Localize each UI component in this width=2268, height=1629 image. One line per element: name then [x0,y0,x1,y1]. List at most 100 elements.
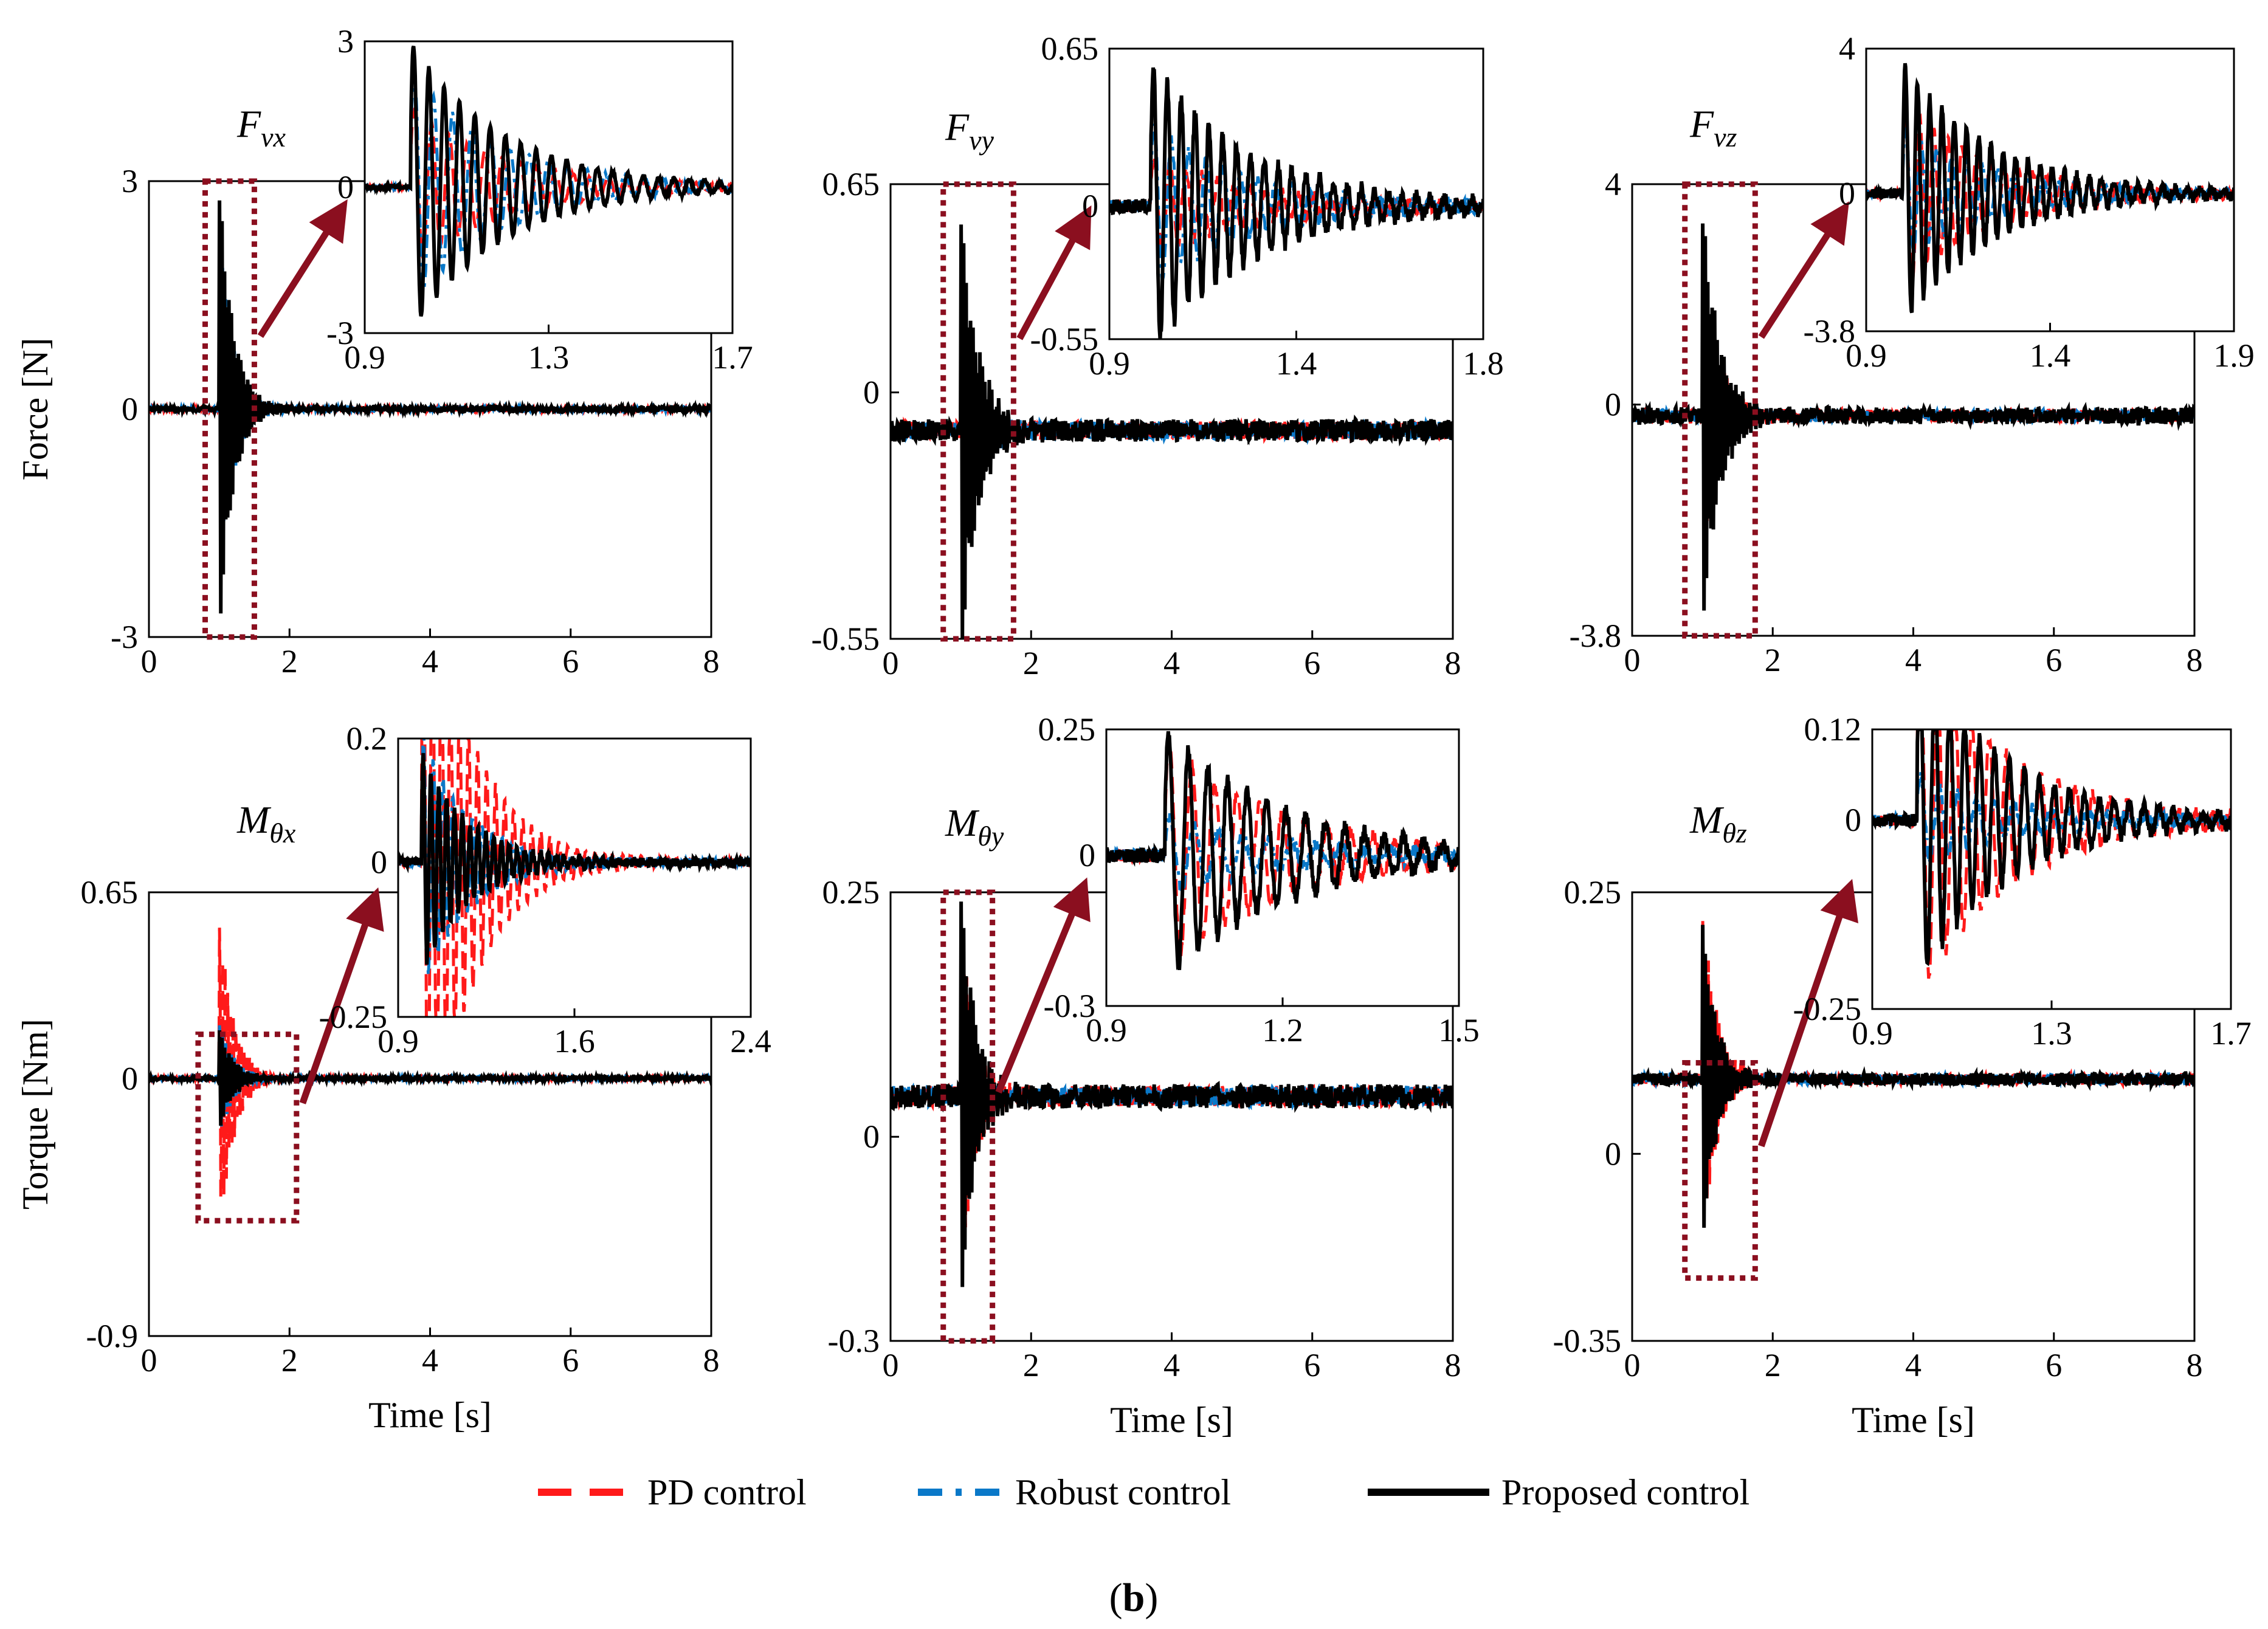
panel5-inset-ytick-label: 0 [1079,837,1095,873]
panel1-main-ytick-label: 0 [122,391,138,427]
panel4-inset-xtick-label: 2.4 [730,1023,771,1059]
panel5-main-xtick-label: 0 [883,1347,899,1383]
panel4-main-ytick-label: 0 [122,1061,138,1097]
panel4-inset: 0.9 1.6 2.4 -0.25 0 0.2 [319,720,771,1059]
panel4-xlabel: Time [s] [368,1395,492,1435]
panel5-zoom-arrow [995,877,1091,1094]
panel4-inset-xtick-label: 0.9 [377,1023,419,1059]
panel5-main-xtick-label: 6 [1304,1347,1320,1383]
panel5-title: Mθy [945,801,1004,852]
panel1-zoom-box [202,178,257,640]
panel4-inset-ytick-label: 0.2 [346,720,388,757]
panel4-inset-ytick-label: -0.25 [319,999,387,1035]
panel5-main-xtick-label: 8 [1445,1347,1461,1383]
panel3-inset-ytick-label: 0 [1839,175,1855,212]
panel5-main-xtick-label: 2 [1023,1347,1039,1383]
panel1-inset-ytick-label: 0 [337,169,354,205]
panel6-main-xtick-label: 4 [1905,1347,1922,1383]
panel3-main-series-proposed [1632,223,2194,611]
panel4-main-xtick-label: 2 [281,1342,298,1379]
panel6-xlabel: Time [s] [1852,1400,1975,1440]
panel6-inset-xtick-label: 1.7 [2210,1015,2252,1052]
panel3-main-xtick-label: 8 [2187,642,2203,678]
panel3-main-xtick-label: 2 [1765,642,1781,678]
panel1-inset: 0.9 1.3 1.7 -3 0 3 [326,23,753,376]
panel1-main-xtick-label: 4 [422,643,438,680]
panel5-inset-ytick-label: -0.3 [1044,988,1095,1024]
panel6-main-xtick-label: 0 [1624,1347,1641,1383]
panel3-inset-ytick-label: 4 [1839,30,1855,67]
panel1-inset-series-proposed [365,46,732,317]
panel2-main-ytick-label: 0 [863,374,880,411]
panel1-inset-xtick-label: 1.7 [712,339,753,376]
panel5-main-series-proposed [891,901,1453,1287]
chart-panel-5: 0 2 4 6 8-0.300.250.9 1.2 1.5-0.300.25MθyTime … [822,711,1480,1440]
panel2-main-ytick-label: -0.55 [812,621,880,657]
panel4-inset-series-proposed [398,753,751,965]
panel2-title: Fvy [945,105,994,156]
panel2-main-xtick-label: 6 [1304,645,1320,681]
panel2-main-xtick-label: 0 [883,645,899,681]
panel5-inset-series-proposed [1106,731,1459,971]
panel1-inset-xtick-label: 1.3 [528,339,570,376]
legend-label-pd: PD control [647,1472,807,1512]
panel6-inset-ytick-label: 0 [1845,802,1861,838]
panel5-main-ytick-label: 0 [863,1118,880,1155]
panel2-inset-ytick-label: -0.55 [1030,321,1098,357]
panel5-inset-xtick-label: 1.5 [1438,1012,1480,1049]
legend: PD control Robust control Proposed contr… [538,1472,1749,1512]
panel2-inset-ytick-label: 0 [1082,188,1098,224]
panel1-zoom-arrow [257,199,348,338]
panel5-inset-xtick-label: 1.2 [1262,1012,1303,1049]
panel5-inset-xtick-label: 0.9 [1086,1012,1127,1049]
panel3-title: Fvz [1689,102,1737,153]
panel6-inset: 0.9 1.3 1.7 -0.25 0 0.12 [1793,711,2252,1052]
panel1-ylabel: Force [N] [15,338,55,481]
panel3-main-xtick-label: 4 [1905,642,1922,678]
panel2-inset-xtick-label: 0.9 [1089,345,1130,382]
panel3-inset: 0.9 1.4 1.9 -3.8 0 4 [1804,30,2255,374]
panel1-inset-ytick-label: 3 [337,23,354,60]
panel3-inset-xtick-label: 1.9 [2213,337,2255,374]
panel4-ylabel: Torque [Nm] [15,1019,55,1210]
panel6-zoom-arrow [1758,878,1859,1148]
panel2-zoom-arrow [1016,205,1092,340]
panel5-main-ytick-label: 0.25 [822,874,880,911]
panel6-main-xtick-label: 8 [2187,1347,2203,1383]
panel6-inset-ytick-label: 0.12 [1804,711,1862,748]
panel6-inset-series-proposed [1872,729,2231,966]
panel4-main-series-proposed [149,1030,711,1126]
panel3-inset-ytick-label: -3.8 [1804,313,1855,350]
panel2-inset-xtick-label: 1.8 [1463,345,1504,382]
panel2-main-xtick-label: 8 [1445,645,1461,681]
panel4-main-xtick-label: 0 [141,1342,157,1379]
panel3-main-ytick-label: -3.8 [1570,618,1621,654]
panel6-main-xtick-label: 6 [2046,1347,2062,1383]
panel4-inset-ytick-label: 0 [371,844,387,881]
panel6-inset-xtick-label: 0.9 [1852,1015,1893,1052]
panel3-main-ytick-label: 4 [1605,166,1621,202]
panel6-title: Mθz [1689,798,1747,849]
panel3-main-xtick-label: 6 [2046,642,2062,678]
panel3-inset-series-pd [1866,102,2234,279]
panel3-inset-xtick-label: 0.9 [1846,337,1887,374]
panel2-zoom-box [940,181,1016,642]
panel5-zoom-box [940,889,996,1344]
panel2-main-series-proposed [891,224,1453,639]
panel2-main-ytick-label: 0.65 [822,166,880,202]
figure-caption: (b) [1109,1576,1159,1620]
panel6-main-series-proposed [1632,925,2194,1228]
panel6-inset-series-pd [1872,729,2231,979]
panel5-xlabel: Time [s] [1110,1400,1233,1440]
panel3-main-ytick-label: 0 [1605,387,1621,423]
panel5-inset: 0.9 1.2 1.5 -0.3 0 0.25 [1038,711,1480,1049]
panel1-inset-ytick-label: -3 [326,315,354,351]
panel1-main-xtick-label: 8 [703,643,720,680]
legend-label-robust: Robust control [1015,1472,1231,1512]
panel4-title: Mθx [236,798,296,849]
panel2-main-xtick-label: 2 [1023,645,1039,681]
panel1-title: Fvx [236,102,286,153]
